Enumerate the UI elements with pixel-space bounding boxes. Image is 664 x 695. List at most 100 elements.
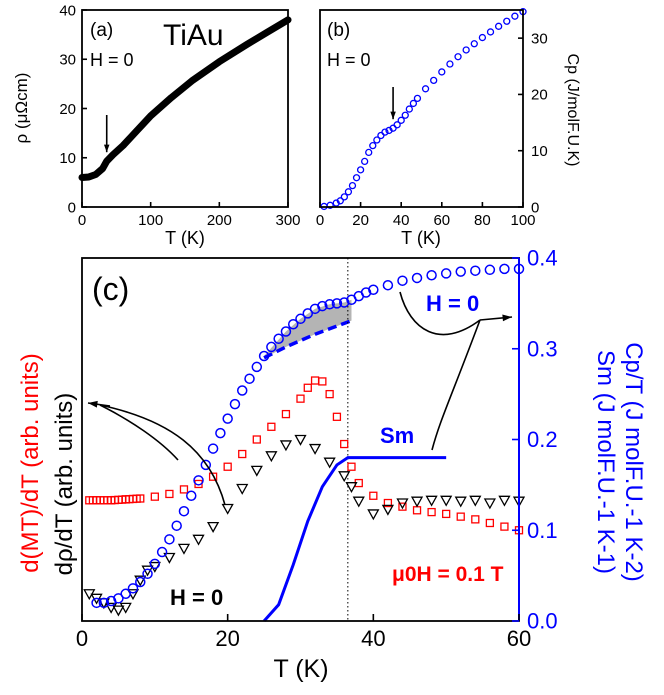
cpt-point	[309, 303, 321, 315]
panel-c-arrows	[87, 291, 513, 506]
cpt-point	[149, 558, 161, 570]
drho-point	[425, 495, 438, 507]
drho-point	[367, 509, 380, 521]
cp-point	[326, 201, 334, 209]
cp-point	[409, 99, 418, 108]
cpt-point	[244, 373, 255, 384]
drho-point	[221, 503, 234, 515]
dmt-point	[347, 462, 356, 471]
panel-a-data	[78, 16, 292, 181]
panel-a-xlabel: T (K)	[165, 228, 205, 248]
cpt-point	[295, 313, 306, 325]
dmt-point	[471, 515, 480, 524]
sm-curve	[262, 456, 447, 622]
x-tick-label: 40	[361, 626, 385, 651]
dmt-point	[383, 498, 393, 508]
cpt-point	[164, 534, 175, 545]
x-tick-label: 20	[215, 626, 239, 651]
panel-c-xlabel: T (K)	[273, 655, 328, 683]
drho-point	[396, 498, 409, 510]
cpt-point	[338, 297, 350, 308]
panel-b-xlabel: T (K)	[401, 228, 441, 248]
cpt-point	[113, 593, 124, 604]
cpt-point	[229, 398, 241, 410]
y-tick-label: 40	[59, 2, 76, 19]
dmt-point	[208, 472, 218, 481]
cp-point	[348, 181, 357, 190]
dmt-point	[150, 492, 159, 501]
drho-point	[345, 482, 358, 494]
dmt-point	[412, 506, 422, 515]
cp-point	[344, 188, 353, 196]
arrow-to-left-axis-head	[88, 400, 98, 408]
cp-point	[511, 12, 519, 20]
panel-c-ylabel-red: d(MT)/dT (arb. units)	[17, 353, 44, 573]
cpt-point	[135, 576, 146, 588]
cpt-point	[455, 266, 466, 277]
cp-point	[446, 60, 454, 68]
drho-point	[338, 471, 351, 483]
panel-c-label: (c)	[92, 271, 129, 307]
y-tick-label: 20	[531, 87, 548, 104]
cpt-point	[251, 361, 263, 373]
cpt-point	[331, 298, 343, 309]
panel-b-data	[320, 8, 527, 211]
panel-a-arrow-head	[103, 144, 110, 153]
panel-a-h0: H = 0	[90, 50, 134, 70]
y-tick-label: 10	[531, 143, 548, 160]
x-tick-label: 20	[352, 212, 369, 229]
panel-b-frame	[319, 9, 524, 208]
cpt-point	[360, 287, 372, 298]
y-tick-label: 20	[59, 101, 76, 118]
cpt-point	[324, 299, 335, 310]
cpt-point	[426, 269, 437, 281]
drho-point	[206, 521, 220, 533]
x-tick-label: 100	[510, 212, 535, 229]
dmt-point	[340, 439, 349, 449]
panel-c-data	[83, 258, 526, 622]
cp-point	[401, 111, 409, 119]
cpt-point	[440, 268, 452, 279]
cp-point	[352, 174, 361, 182]
panel-b-h0: H = 0	[327, 50, 371, 70]
drho-point	[192, 534, 205, 546]
dmt-point	[318, 377, 327, 386]
arrow-left-curve-a	[99, 404, 179, 461]
cpt-point	[142, 568, 153, 580]
cp-point	[393, 121, 401, 129]
cp-point	[421, 85, 430, 93]
x-tick-label: 0	[316, 212, 324, 229]
drho-point	[454, 496, 467, 508]
panel-b: 0 20 40 60 80 100 0 10 20 30 (b) H = 0 T (K) Cp …	[316, 8, 581, 248]
dmt-point	[267, 422, 276, 431]
arrow-left-curve-b	[99, 404, 226, 506]
cpt-point	[186, 490, 197, 502]
dmt-point	[332, 412, 342, 421]
panel-b-arrow-head	[390, 111, 396, 120]
panel-c-ylabel-cpt: Cp/T (J molF.U.-1 K-2)	[620, 342, 647, 582]
cp-point	[340, 193, 349, 201]
panel-b-xticks: 0 20 40 60 80 100	[316, 202, 536, 229]
panel-a-ylabel: ρ (μΩcm)	[12, 73, 31, 144]
dmt-point	[252, 435, 261, 444]
cp-point	[486, 28, 495, 36]
x-tick-label: 100	[138, 212, 163, 229]
dmt-point	[485, 518, 495, 528]
cp-point	[361, 157, 369, 166]
drho-point	[469, 495, 482, 507]
lattice-baseline-dashed	[263, 318, 353, 360]
cpt-point	[215, 427, 226, 439]
cpt-point	[280, 326, 292, 337]
cpt-point	[98, 597, 110, 609]
y-tick-label: 0.2	[527, 427, 558, 452]
panel-b-yticks: 0 10 20 30	[518, 30, 548, 216]
dmt-point	[238, 449, 247, 459]
cp-point	[470, 40, 478, 48]
drho-point	[112, 605, 125, 617]
arrow-sm-curve	[431, 319, 481, 451]
cpt-point	[127, 583, 139, 594]
x-tick-label: 40	[393, 212, 410, 229]
entropy-shaded-area	[264, 299, 352, 358]
cpt-point	[200, 459, 212, 471]
